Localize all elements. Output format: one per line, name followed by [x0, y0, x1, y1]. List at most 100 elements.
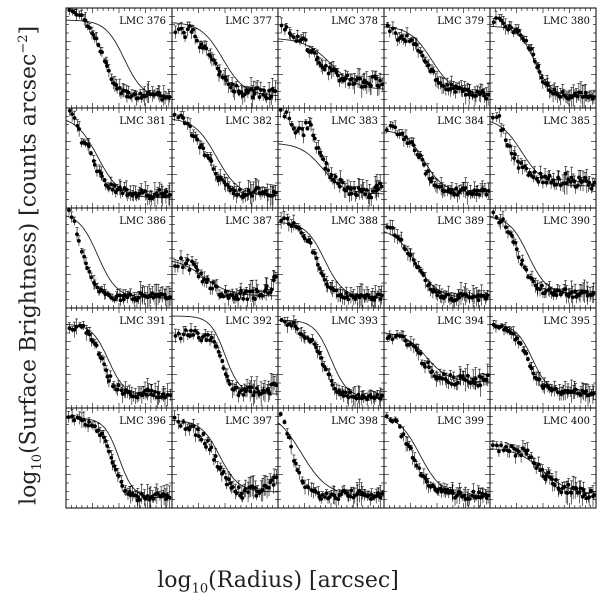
data-point	[424, 60, 428, 64]
data-point	[273, 89, 278, 94]
data-point	[191, 333, 196, 337]
data-point	[85, 329, 90, 334]
data-point	[511, 332, 516, 336]
data-point	[545, 83, 550, 87]
data-point	[524, 267, 529, 272]
data-point	[195, 268, 200, 272]
data-point	[143, 189, 148, 194]
data-point	[533, 283, 538, 288]
data-point	[426, 63, 431, 67]
data-point	[347, 82, 351, 87]
data-point	[310, 48, 315, 53]
data-point	[157, 188, 162, 192]
data-point	[108, 374, 113, 378]
data-point	[74, 324, 79, 329]
data-point	[380, 82, 385, 87]
data-point	[179, 256, 183, 261]
model-curve	[172, 315, 278, 395]
data-point	[210, 286, 215, 291]
data-point	[199, 42, 204, 47]
data-point	[556, 176, 561, 181]
data-point	[168, 295, 173, 300]
data-point	[96, 43, 101, 48]
data-point	[336, 73, 340, 78]
data-point	[486, 189, 491, 193]
data-point	[282, 216, 286, 221]
data-point	[128, 292, 133, 297]
data-point	[146, 388, 151, 393]
data-point	[302, 236, 307, 241]
data-point	[352, 186, 356, 191]
data-point	[501, 127, 506, 132]
data-point	[520, 258, 525, 263]
data-point	[518, 33, 523, 38]
data-point	[245, 297, 250, 302]
panel-label: LMC 394	[437, 316, 484, 327]
data-point	[332, 179, 337, 184]
data-point	[483, 188, 487, 192]
data-point	[558, 94, 563, 99]
data-point	[67, 208, 71, 213]
data-point	[404, 135, 408, 140]
data-point	[373, 295, 378, 300]
data-point	[237, 187, 242, 192]
data-point	[435, 77, 439, 82]
data-point	[579, 90, 583, 95]
data-point	[75, 232, 79, 237]
data-point	[260, 294, 265, 298]
data-point	[385, 225, 390, 229]
data-point	[104, 368, 108, 373]
data-point	[478, 383, 483, 388]
data-point	[336, 181, 340, 186]
data-point	[289, 122, 294, 127]
data-point	[401, 334, 405, 339]
data-point	[287, 116, 292, 121]
data-point	[539, 75, 544, 80]
data-point	[155, 193, 160, 198]
data-point	[173, 334, 178, 338]
data-point	[431, 69, 436, 74]
data-point	[87, 26, 92, 30]
data-point	[375, 392, 380, 397]
data-point	[346, 297, 351, 302]
data-point	[291, 35, 296, 40]
data-point	[193, 134, 198, 139]
data-point	[176, 264, 180, 269]
data-point	[531, 371, 536, 376]
data-point	[343, 77, 348, 81]
data-point	[90, 339, 95, 344]
data-point	[346, 395, 351, 400]
data-point	[304, 120, 308, 125]
data-point	[211, 280, 216, 285]
data-point	[264, 189, 268, 193]
data-point	[498, 220, 503, 224]
data-point	[197, 45, 202, 50]
data-point	[215, 284, 219, 289]
data-point	[385, 23, 390, 28]
data-point	[291, 126, 296, 131]
data-point	[592, 95, 596, 99]
data-point	[591, 391, 596, 396]
data-point	[341, 394, 346, 398]
model-curve	[65, 215, 172, 299]
data-point	[72, 418, 77, 423]
data-point	[510, 233, 514, 238]
data-point	[234, 293, 239, 298]
panel: LMC 387	[171, 207, 279, 309]
data-point	[426, 360, 430, 365]
data-point	[255, 289, 260, 294]
data-point	[362, 78, 367, 83]
data-point	[217, 69, 222, 74]
data-point	[310, 337, 315, 342]
data-point	[497, 114, 502, 118]
data-point	[135, 395, 140, 400]
data-point	[234, 83, 239, 88]
data-point	[451, 375, 456, 379]
data-point	[107, 379, 111, 383]
model-curve	[383, 332, 490, 383]
data-point	[87, 420, 91, 424]
data-point	[314, 345, 318, 350]
data-point	[300, 126, 304, 131]
data-point	[185, 27, 190, 32]
data-point	[452, 192, 457, 197]
